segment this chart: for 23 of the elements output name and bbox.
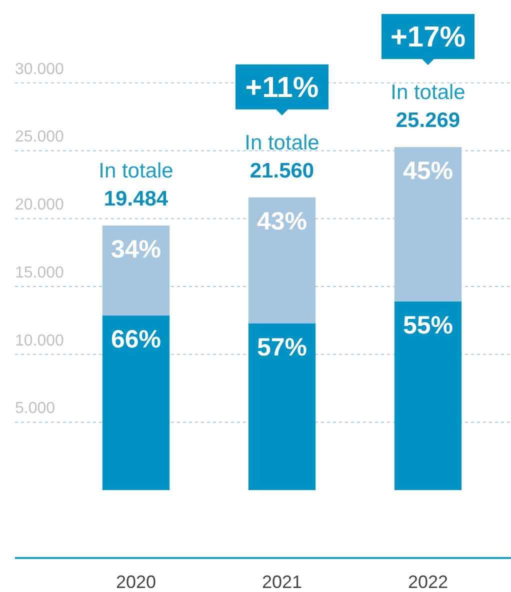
y-tick-label: 20.000 [15,196,64,214]
y-tick-label: 25.000 [15,128,64,146]
x-tick-label: 2022 [408,572,448,592]
total-label: 21.560 [250,159,314,182]
total-label: 25.269 [396,109,460,132]
annotation: In totale [244,131,320,154]
annotation: 57% [256,333,308,362]
annotation: In totale [98,160,174,183]
annotation: 45% [402,157,454,186]
annotation: In totale [390,81,466,104]
annotation: 34% [110,236,162,264]
annotation: 43% [256,207,308,236]
x-tick-label: 2020 [116,572,156,592]
annotation: 66% [110,326,162,354]
annotation: 55% [402,311,454,340]
y-tick-label: 5.000 [15,400,56,418]
annotation: +17% [390,22,466,54]
x-tick-label: 2021 [262,572,302,592]
y-tick-label: 15.000 [15,264,64,282]
total-label: 19.484 [104,188,168,211]
annotation: +11% [245,72,319,104]
y-tick-label: 10.000 [15,332,64,350]
y-tick-label: 30.000 [15,60,64,78]
